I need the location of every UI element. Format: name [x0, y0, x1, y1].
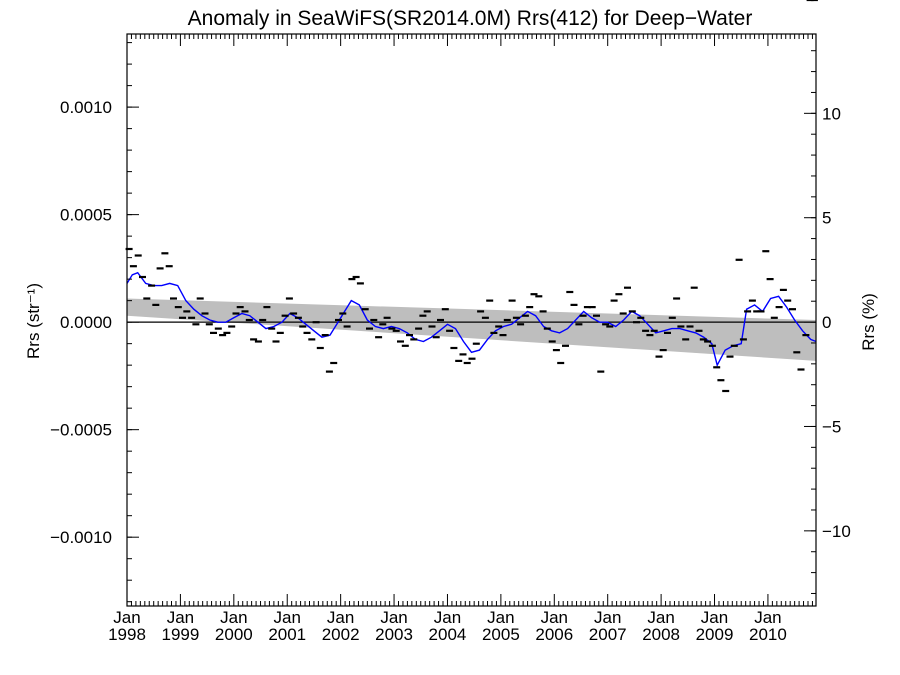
x-tick-label-month: Jan	[113, 608, 140, 627]
plot-frame	[126, 33, 817, 607]
x-tick-label-month: Jan	[167, 608, 194, 627]
x-tick-label-month: Jan	[594, 608, 621, 627]
chart-title: Anomaly in SeaWiFS(SR2014.0M) Rrs(412) f…	[188, 7, 753, 30]
x-tick-label-year: 2008	[642, 625, 680, 644]
x-tick-label-year: 2010	[749, 625, 787, 644]
y-tick-label-left: 0.0005	[60, 206, 112, 225]
points-layer	[125, 0, 818, 393]
x-tick-label-month: Jan	[647, 608, 674, 627]
y-tick-label-right: 5	[822, 209, 831, 228]
y-axis-label-right: Rrs (%)	[859, 293, 878, 351]
y-tick-label-right: −5	[822, 417, 841, 436]
y-tick-label-right: 0	[822, 313, 831, 332]
x-tick-label-month: Jan	[220, 608, 247, 627]
x-tick-label-year: 1999	[161, 625, 199, 644]
labels-layer: Anomaly in SeaWiFS(SR2014.0M) Rrs(412) f…	[24, 7, 878, 644]
y-tick-label-left: 0.0010	[60, 98, 112, 117]
x-tick-label-month: Jan	[487, 608, 514, 627]
x-tick-label-year: 2003	[375, 625, 413, 644]
x-tick-label-month: Jan	[327, 608, 354, 627]
y-tick-label-left: −0.0005	[50, 421, 112, 440]
y-tick-label-left: −0.0010	[50, 528, 112, 547]
y-tick-label-right: −10	[822, 522, 851, 541]
y-tick-label-right: 10	[822, 104, 841, 123]
y-axis-label-left: Rrs (str⁻¹)	[24, 283, 43, 359]
x-tick-label-month: Jan	[274, 608, 301, 627]
x-tick-label-year: 2000	[215, 625, 253, 644]
y-tick-label-left: 0.0000	[60, 313, 112, 332]
x-tick-label-year: 2004	[429, 625, 467, 644]
x-tick-label-month: Jan	[380, 608, 407, 627]
axes-layer: 0.0010 0.0005 0.0000 −0.0005 −0.0010 10 5 0 −5 −1…	[50, 33, 851, 607]
x-tick-label-year: 2009	[696, 625, 734, 644]
x-tick-label-month: Jan	[434, 608, 461, 627]
x-tick-label-year: 2005	[482, 625, 520, 644]
x-tick-label-year: 2006	[535, 625, 573, 644]
x-tick-label-year: 2001	[268, 625, 306, 644]
x-tick-label-year: 2007	[589, 625, 627, 644]
x-tick-label-year: 2002	[322, 625, 360, 644]
x-tick-label-year: 1998	[108, 625, 146, 644]
trend-band-layer	[127, 298, 816, 361]
trend-band	[127, 298, 816, 361]
x-tick-label-month: Jan	[541, 608, 568, 627]
x-tick-label-month: Jan	[701, 608, 728, 627]
x-tick-label-month: Jan	[754, 608, 781, 627]
